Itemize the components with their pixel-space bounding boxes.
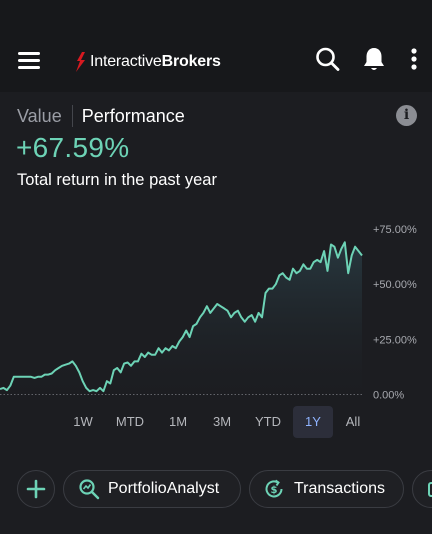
quick-actions: PortfolioAnalyst $ Transactions	[0, 470, 432, 510]
time-range-selector: 1W MTD 1M 3M YTD 1Y All	[0, 406, 432, 438]
y-tick-label: 0.00%	[373, 389, 404, 400]
range-option-mtd[interactable]: MTD	[115, 414, 145, 429]
next-action-button[interactable]	[412, 470, 432, 508]
info-icon[interactable]: i	[396, 105, 417, 126]
performance-line	[0, 241, 363, 393]
portfolio-analyst-button[interactable]: PortfolioAnalyst	[63, 470, 241, 508]
status-bar	[0, 0, 432, 30]
more-vertical-icon[interactable]	[400, 44, 428, 74]
y-tick-label: +75.00%	[373, 224, 417, 236]
add-button[interactable]	[17, 470, 55, 508]
brand-logo: InteractiveBrokers	[74, 50, 221, 74]
ib-logo-icon	[76, 52, 85, 72]
range-option-1w[interactable]: 1W	[73, 414, 93, 429]
total-return-value: +67.59%	[16, 132, 130, 163]
range-option-1y[interactable]: 1Y	[293, 406, 333, 438]
range-option-1m[interactable]: 1M	[168, 414, 188, 429]
portfolio-analyst-label: PortfolioAnalyst	[108, 480, 220, 497]
y-tick-label: +50.00%	[373, 279, 417, 291]
analyze-icon	[79, 479, 100, 500]
transactions-label: Transactions	[294, 480, 385, 497]
range-option-all[interactable]: All	[345, 414, 361, 429]
performance-chart[interactable]: +75.00% +50.00% +25.00% 0.00%	[0, 205, 432, 400]
tab-performance[interactable]: Performance	[81, 105, 185, 126]
performance-area	[0, 242, 362, 395]
transactions-icon: $	[265, 479, 283, 498]
brand-name: InteractiveBrokers	[90, 53, 221, 70]
bell-icon[interactable]	[360, 44, 388, 74]
tab-divider	[71, 105, 73, 127]
view-tabs: Value Performance	[17, 103, 185, 129]
range-option-ytd[interactable]: YTD	[255, 414, 281, 429]
top-app-bar: InteractiveBrokers	[0, 30, 432, 92]
transactions-button[interactable]: $ Transactions	[249, 470, 404, 508]
search-icon[interactable]	[314, 44, 342, 74]
tab-value[interactable]: Value	[17, 105, 62, 126]
total-return-caption: Total return in the past year	[17, 171, 217, 189]
svg-text:$: $	[271, 485, 278, 496]
plus-icon	[26, 479, 46, 499]
hamburger-menu-icon[interactable]	[16, 48, 44, 72]
range-option-3m[interactable]: 3M	[212, 414, 232, 429]
calendar-icon	[428, 482, 432, 497]
y-tick-label: +25.00%	[373, 334, 417, 346]
